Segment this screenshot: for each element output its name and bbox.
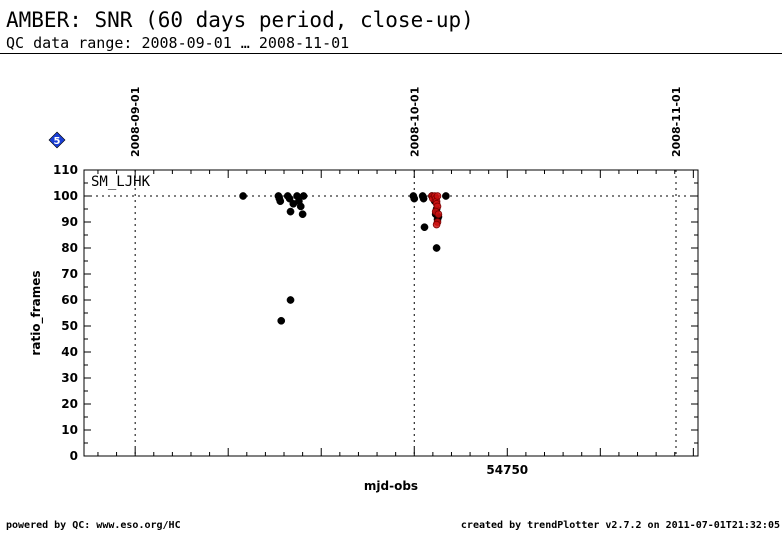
date-marker-label: 2008-11-01: [670, 87, 683, 157]
y-tick-label: 50: [61, 319, 78, 333]
date-marker-label: 2008-10-01: [408, 87, 421, 157]
plot-frame: [83, 169, 699, 457]
y-tick-label: 70: [61, 267, 78, 281]
header-divider: [0, 53, 782, 54]
data-point: [276, 197, 285, 206]
series-label: SM_LJHK: [91, 174, 151, 190]
y-axis-label: ratio_frames: [29, 270, 44, 355]
data-point: [296, 202, 305, 211]
y-tick-label: 10: [61, 423, 78, 437]
data-point: [285, 194, 294, 203]
data-point: [434, 210, 443, 219]
data-point: [239, 192, 247, 200]
footer-powered-by: powered by QC: www.eso.org/HC: [6, 520, 181, 531]
data-point: [299, 192, 308, 200]
data-point: [286, 207, 295, 216]
data-point: [419, 194, 428, 203]
badge-number: 5: [54, 136, 61, 147]
date-marker-label: 2008-09-01: [129, 87, 142, 157]
x-tick-label: 54750: [486, 463, 528, 477]
footer-created-by: created by trendPlotter v2.7.2 on 2011-0…: [460, 520, 780, 531]
data-point: [432, 220, 441, 229]
data-point: [432, 244, 441, 252]
y-tick-label: 20: [61, 397, 78, 411]
y-tick-label: 60: [61, 293, 78, 307]
y-tick-label: 110: [53, 163, 78, 177]
chart-title: AMBER: SNR (60 days period, close-up): [6, 8, 474, 32]
y-tick-label: 80: [61, 241, 78, 255]
y-tick-label: 0: [70, 449, 78, 463]
y-tick-label: 90: [61, 215, 78, 229]
y-tick-label: 40: [61, 345, 78, 359]
data-point: [298, 210, 307, 219]
data-point: [433, 192, 442, 200]
data-point: [277, 316, 286, 325]
y-tick-label: 30: [61, 371, 78, 385]
y-tick-label: 100: [53, 189, 78, 203]
data-point: [410, 194, 419, 203]
chart-subtitle: QC data range: 2008-09-01 … 2008-11-01: [6, 34, 350, 52]
data-point: [286, 296, 295, 304]
diamond-icon: 5: [48, 131, 66, 149]
x-axis-label: mjd-obs: [364, 479, 418, 493]
data-point: [442, 192, 450, 200]
data-point: [420, 223, 429, 232]
